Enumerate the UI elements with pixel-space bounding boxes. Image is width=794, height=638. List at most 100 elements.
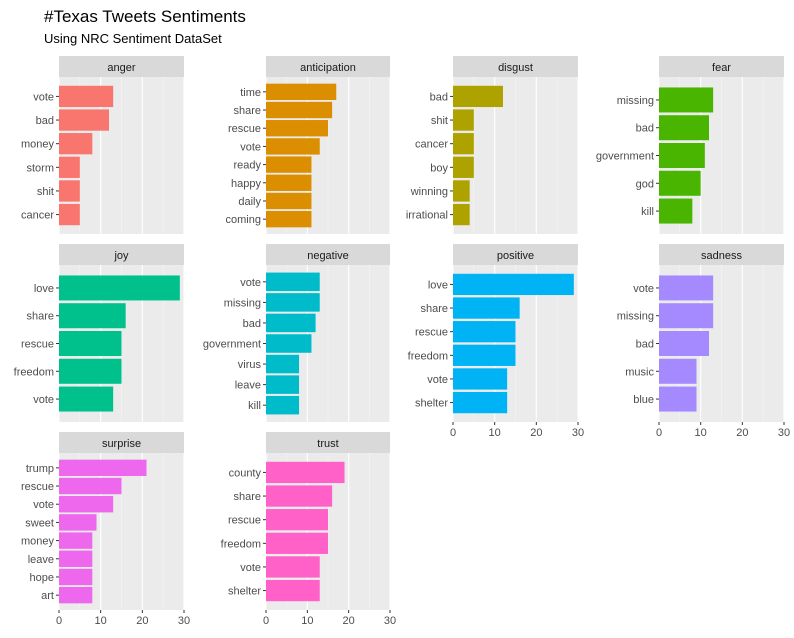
facet-strip-joy [59,244,184,265]
x-tick-label: 20 [736,427,748,439]
bar-anger-money [59,133,93,155]
bar-anger-shit [59,180,80,202]
facet-label-disgust: disgust [498,62,533,74]
facet-strip-trust [266,432,390,453]
chart-subtitle: Using NRC Sentiment DataSet [44,31,222,46]
y-tick-label-anger-shit: shit [37,186,54,198]
bar-disgust-irrational [453,203,470,226]
y-tick-label-sadness-vote: vote [633,283,654,295]
y-tick-label-fear-god: god [636,178,654,190]
bar-positive-rescue [453,321,516,343]
y-tick-label-negative-virus: virus [238,359,262,371]
y-tick-label-negative-bad: bad [243,318,261,330]
y-tick-label-fear-bad: bad [636,123,654,135]
y-tick-label-anger-vote: vote [33,91,54,103]
bar-negative-leave [266,375,300,394]
y-tick-label-surprise-art: art [41,590,54,602]
y-tick-label-disgust-cancer: cancer [415,139,448,151]
y-tick-label-anger-storm: storm [27,162,55,174]
bar-positive-vote [453,368,508,390]
bar-trust-shelter [266,579,320,602]
bar-anger-cancer [59,203,80,226]
bar-anticipation-happy [266,174,312,191]
bar-negative-virus [266,354,300,374]
facet-strip-surprise [59,432,184,453]
bar-anger-bad [59,109,109,131]
y-tick-label-negative-leave: leave [235,380,261,392]
facet-label-sadness: sadness [701,250,742,262]
bar-joy-rescue [59,331,122,356]
y-tick-label-anticipation-time: time [240,87,261,99]
y-tick-label-negative-vote: vote [240,277,261,289]
y-tick-label-joy-vote: vote [33,394,54,406]
x-tick-label: 0 [263,615,269,627]
y-tick-label-positive-love: love [428,279,448,291]
x-tick-label: 20 [343,615,355,627]
bar-anticipation-ready [266,156,312,173]
bar-positive-share [453,297,520,319]
bar-anticipation-rescue [266,120,328,137]
bar-anticipation-time [266,83,337,101]
y-tick-label-positive-shelter: shelter [415,398,448,410]
bar-surprise-rescue [59,477,122,495]
bar-anticipation-share [266,101,333,119]
y-tick-label-surprise-money: money [21,536,55,548]
facet-strip-anger [59,56,184,77]
bar-fear-missing [659,87,714,113]
bar-anticipation-daily [266,192,312,210]
y-tick-label-positive-freedom: freedom [408,350,448,362]
y-tick-label-positive-rescue: rescue [415,327,448,339]
facet-strip-negative [266,244,390,265]
y-tick-label-fear-government: government [596,151,654,163]
bar-surprise-sweet [59,514,97,531]
y-tick-label-trust-county: county [229,467,262,479]
bar-surprise-trump [59,459,147,477]
bar-disgust-shit [453,109,474,131]
bar-sadness-blue [659,386,697,412]
bar-surprise-hope [59,568,93,586]
x-tick-label: 30 [572,427,584,439]
bar-positive-love [453,273,574,296]
y-tick-label-surprise-hope: hope [30,572,54,584]
bar-trust-freedom [266,532,328,554]
x-tick-label: 30 [178,615,190,627]
y-tick-label-sadness-bad: bad [636,339,654,351]
bar-surprise-art [59,586,93,604]
x-tick-label: 30 [778,427,790,439]
x-tick-label: 10 [489,427,501,439]
bar-joy-share [59,303,126,329]
y-tick-label-surprise-leave: leave [28,554,54,566]
x-tick-label: 10 [95,615,107,627]
facet-strip-positive [453,244,578,265]
bar-sadness-missing [659,303,714,329]
facet-label-anticipation: anticipation [300,62,356,74]
bar-trust-rescue [266,509,328,531]
bar-sadness-vote [659,275,714,301]
y-tick-label-trust-shelter: shelter [228,586,261,598]
y-tick-label-joy-freedom: freedom [14,366,54,378]
y-tick-label-trust-rescue: rescue [228,515,261,527]
bar-trust-share [266,485,333,507]
bar-positive-shelter [453,391,508,414]
y-tick-label-sadness-missing: missing [617,311,654,323]
x-tick-label: 10 [695,427,707,439]
y-tick-label-trust-share: share [233,491,261,503]
y-tick-label-joy-love: love [34,283,54,295]
bar-negative-vote [266,272,320,292]
y-tick-label-anger-bad: bad [36,115,54,127]
y-tick-label-anger-money: money [21,139,55,151]
y-tick-label-positive-share: share [420,303,448,315]
bar-joy-vote [59,386,114,412]
y-tick-label-anticipation-vote: vote [240,141,261,153]
y-tick-label-joy-share: share [26,311,54,323]
y-tick-label-positive-vote: vote [427,374,448,386]
y-tick-label-surprise-sweet: sweet [25,517,54,529]
y-tick-label-negative-government: government [203,339,261,351]
facet-label-positive: positive [497,250,534,262]
bar-fear-god [659,170,701,196]
y-tick-label-sadness-music: music [625,366,654,378]
bar-surprise-money [59,532,93,549]
bar-joy-love [59,275,180,301]
y-tick-label-anger-cancer: cancer [21,210,54,222]
